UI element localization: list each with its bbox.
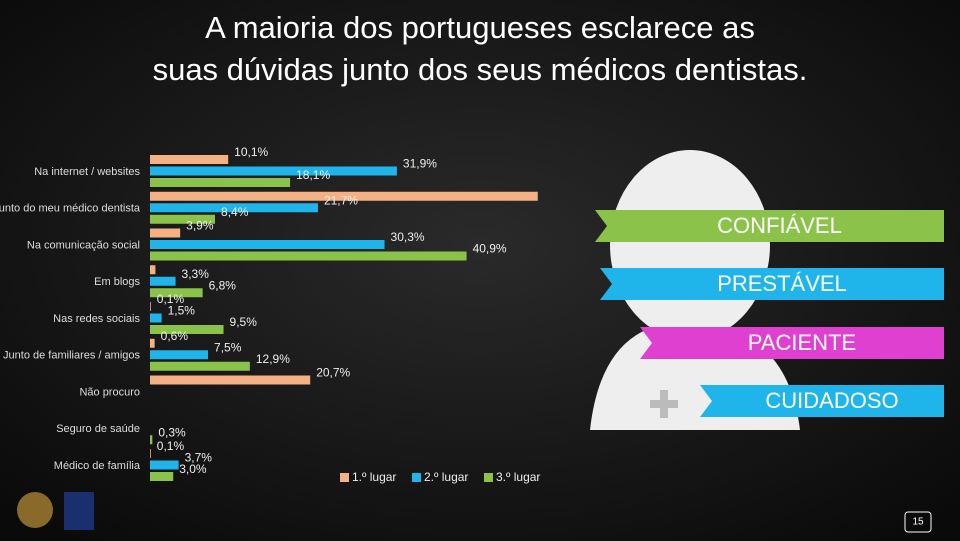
bar <box>150 178 291 187</box>
bar <box>150 338 155 348</box>
value-label: 10,1% <box>234 145 268 159</box>
bar <box>150 302 151 311</box>
bar <box>150 435 153 445</box>
legend-label: 1.º lugar <box>352 470 396 484</box>
category-label: Junto de familiares / amigos <box>3 350 140 362</box>
bar <box>150 288 203 298</box>
value-label: 3,3% <box>182 267 210 281</box>
value-label: 0,1% <box>157 292 185 306</box>
bar <box>150 166 397 176</box>
category-label: Em blogs <box>94 276 140 288</box>
value-label: 9,5% <box>230 315 258 329</box>
bar <box>150 472 174 481</box>
legend-label: 2.º lugar <box>424 470 468 484</box>
value-label: 21,7% <box>324 193 358 207</box>
value-label: 0,3% <box>158 425 186 439</box>
ribbon <box>700 385 944 417</box>
bar <box>150 203 318 213</box>
legend-swatch <box>484 473 493 482</box>
bar <box>150 155 229 164</box>
value-label: 20,7% <box>316 366 350 380</box>
bar <box>150 240 385 249</box>
ribbon-label: CUIDADOSO <box>765 388 898 413</box>
page-number: 15 <box>912 517 924 528</box>
ribbon <box>600 268 944 300</box>
ribbon-label: CONFIÁVEL <box>717 213 842 238</box>
category-label: Não procuro <box>79 386 140 398</box>
bar <box>150 265 156 275</box>
category-label: Nas redes sociais <box>53 313 140 325</box>
value-label: 0,6% <box>161 329 189 343</box>
ribbon-label: PRESTÁVEL <box>717 271 847 296</box>
value-label: 3,9% <box>186 219 214 233</box>
logo <box>64 492 94 530</box>
ribbon-label: PACIENTE <box>748 330 856 355</box>
bar <box>150 228 181 238</box>
title-line: A maioria dos portugueses esclarece as su… <box>153 10 808 87</box>
bar <box>150 350 209 360</box>
legend-label: 3.º lugar <box>496 470 540 484</box>
category-label: Médico de família <box>54 460 141 472</box>
legend-swatch <box>340 473 349 482</box>
bar <box>150 361 250 371</box>
bar <box>150 313 162 323</box>
value-label: 30,3% <box>391 230 425 244</box>
bar <box>150 375 311 385</box>
bar <box>150 449 151 458</box>
value-label: 1,5% <box>168 304 196 318</box>
bar <box>150 460 179 470</box>
page-box <box>904 511 932 533</box>
value-label: 0,1% <box>157 439 185 453</box>
value-label: 18,1% <box>296 168 330 182</box>
logo <box>17 492 53 528</box>
value-label: 8,4% <box>221 205 249 219</box>
value-label: 40,9% <box>473 242 507 256</box>
ribbon <box>640 327 944 359</box>
bar <box>150 251 467 261</box>
bar <box>150 191 538 201</box>
category-label: Seguro de saúde <box>56 423 140 435</box>
category-label: Na comunicação social <box>27 239 140 251</box>
value-label: 6,8% <box>209 278 237 292</box>
value-label: 31,9% <box>403 157 437 171</box>
bar <box>150 214 216 224</box>
bar <box>150 276 176 286</box>
value-label: 3,7% <box>185 451 213 465</box>
category-label: Na internet / websites <box>34 166 140 178</box>
ribbon <box>595 210 944 242</box>
legend-swatch <box>412 473 421 482</box>
bar <box>150 325 224 334</box>
value-label: 3,0% <box>179 462 207 476</box>
value-label: 7,5% <box>214 340 242 354</box>
category-label: Junto do meu médico dentista <box>0 203 141 215</box>
value-label: 12,9% <box>256 352 290 366</box>
